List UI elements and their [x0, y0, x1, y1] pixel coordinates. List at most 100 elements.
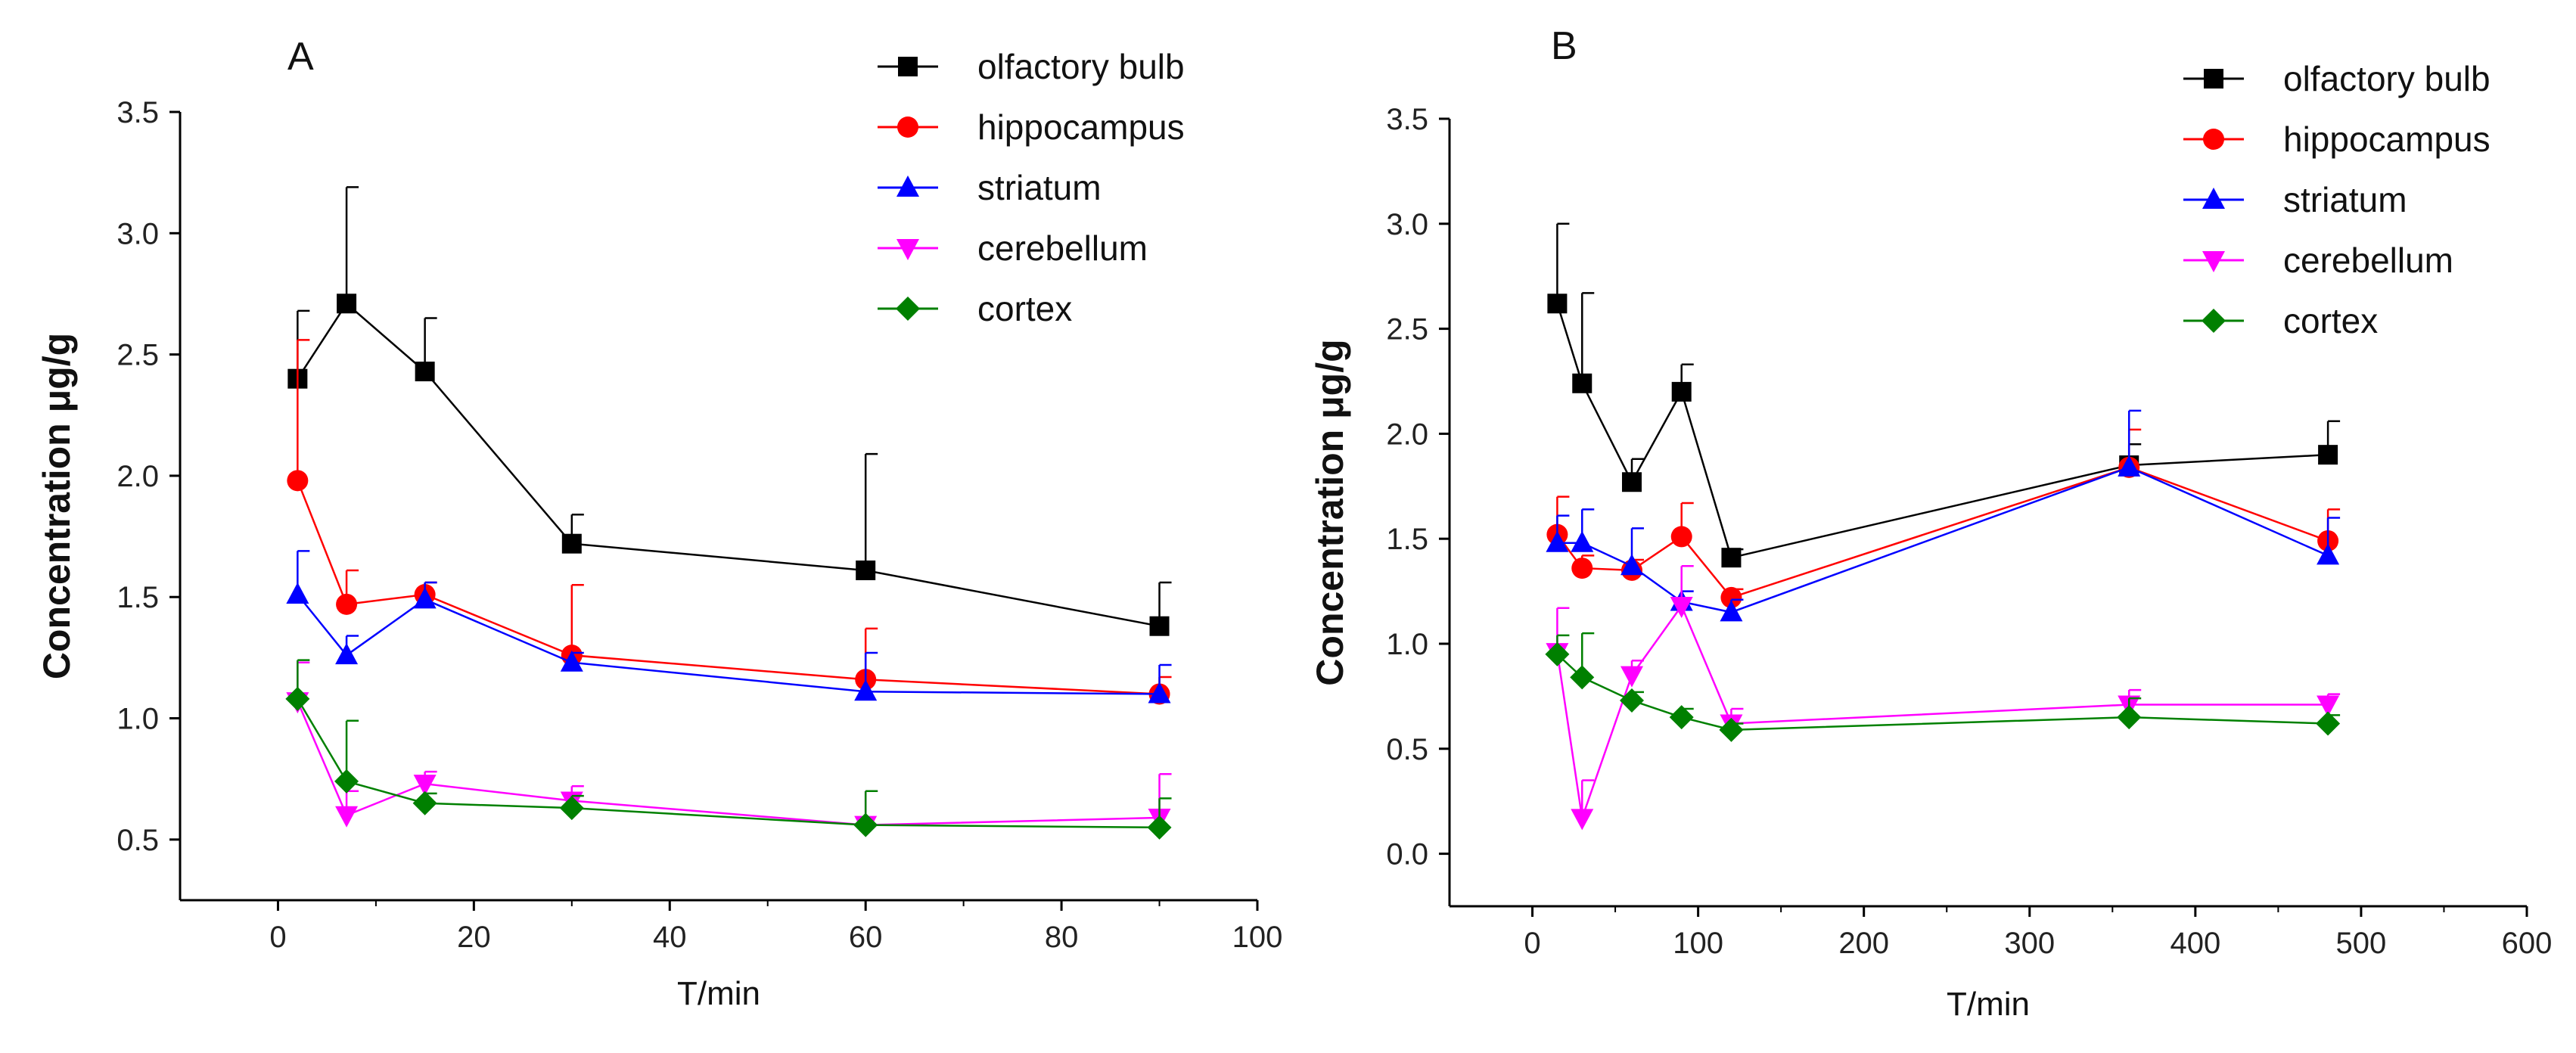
panel-b-ytick-label: 3.5: [1386, 103, 1428, 136]
panel-b-xlabel: T/min: [1947, 986, 2030, 1023]
panel-b-xtick-label: 400: [2170, 927, 2220, 960]
panel-b-series-cortex: [1545, 632, 2341, 742]
data-point: [337, 294, 357, 314]
legend-label: striatum: [977, 168, 1102, 207]
panel-a-series-cortex: [285, 659, 1172, 840]
legend-marker: [2204, 69, 2223, 89]
panel-b-legend-striatum: striatum: [2183, 180, 2407, 219]
legend-label: cerebellum: [977, 228, 1148, 268]
panel-b-ylabel: Concentration μg/g: [1309, 339, 1351, 685]
panel-a-ytick-label: 3.0: [117, 217, 159, 250]
panel-b-ytick-label: 2.0: [1386, 418, 1428, 451]
data-point: [287, 470, 309, 492]
panel-b-ytick-label: 1.5: [1386, 523, 1428, 556]
panel-a-xtick-label: 80: [1045, 921, 1079, 954]
panel-b: 0 100 200 300 400 500 600 0.0 0.5 1.0 1.5 2.0 2.5 3.0…: [1309, 24, 2552, 1023]
data-point: [854, 679, 878, 701]
data-point: [412, 791, 437, 815]
data-point: [1620, 666, 1643, 688]
panel-b-ytick-label: 3.0: [1386, 208, 1428, 241]
data-point: [1546, 530, 1569, 552]
legend-label: cortex: [977, 289, 1072, 328]
panel-b-legend-cortex: cortex: [2183, 301, 2378, 340]
data-point: [560, 650, 583, 672]
data-point: [413, 775, 437, 797]
data-point: [1719, 717, 1744, 742]
panel-b-letter: B: [1551, 24, 1577, 68]
legend-marker: [896, 239, 919, 260]
panel-a-ytick-label: 3.5: [117, 96, 159, 129]
panel-a-ytick-label: 2.0: [117, 460, 159, 493]
panel-a-ytick-label: 1.0: [117, 703, 159, 736]
panel-a-series-striatum: [286, 550, 1172, 704]
panel-b-legend-cerebellum: cerebellum: [2183, 241, 2453, 280]
data-point: [1720, 586, 1742, 608]
data-point: [2118, 455, 2141, 477]
data-point: [335, 643, 359, 665]
panel-b-xtick-label: 200: [1838, 927, 1889, 960]
data-point: [1149, 616, 1170, 636]
panel-a-xlabel: T/min: [677, 975, 760, 1012]
legend-marker: [2202, 251, 2225, 272]
series-line: [297, 594, 1160, 695]
panel-a-legend-olfactory-bulb: olfactory bulb: [878, 47, 1185, 86]
legend-marker: [2202, 188, 2225, 209]
panel-b-legend-olfactory-bulb: olfactory bulb: [2183, 59, 2491, 98]
panel-a-legend-striatum: striatum: [878, 168, 1102, 207]
legend-marker: [896, 297, 920, 321]
legend-label: hippocampus: [977, 107, 1185, 147]
data-point: [336, 593, 358, 615]
legend-label: hippocampus: [2283, 120, 2491, 159]
data-point: [559, 796, 584, 821]
panel-a: 0 20 40 60 80 100 0.5 1.0 1.5 2.0 2.5 3.0 3.5 T/min Co…: [36, 35, 1282, 1012]
series-line: [297, 302, 1160, 627]
legend-marker: [898, 57, 918, 76]
legend-label: olfactory bulb: [2283, 59, 2491, 98]
panel-b-ytick-label: 0.0: [1386, 838, 1428, 871]
data-point: [1619, 688, 1644, 713]
data-point: [853, 812, 878, 837]
panel-a-ytick-label: 2.5: [117, 339, 159, 372]
data-point: [2317, 543, 2340, 565]
legend-label: cerebellum: [2283, 241, 2453, 280]
data-point: [1147, 815, 1172, 840]
panel-a-ytick-label: 1.5: [117, 581, 159, 614]
data-point: [1545, 641, 1570, 666]
panel-a-xtick-label: 0: [269, 921, 286, 954]
panel-a-legend-cortex: cortex: [878, 289, 1072, 328]
data-point: [1571, 530, 1594, 552]
data-point: [1620, 554, 1643, 576]
data-point: [1572, 373, 1593, 393]
panel-a-legend-hippocampus: hippocampus: [878, 107, 1185, 147]
data-point: [1148, 682, 1171, 704]
legend-label: olfactory bulb: [977, 47, 1185, 86]
data-point: [1670, 597, 1693, 619]
panel-a-xtick-label: 20: [457, 921, 491, 954]
data-point: [1547, 294, 1568, 314]
data-point: [2318, 445, 2338, 465]
data-point: [334, 769, 359, 794]
data-point: [413, 587, 437, 609]
data-point: [1720, 600, 1743, 622]
panel-a-xtick-label: 40: [653, 921, 687, 954]
data-point: [2117, 705, 2142, 730]
panel-b-xtick-label: 300: [2004, 927, 2055, 960]
panel-a-ytick-label: 0.5: [117, 824, 159, 857]
panel-b-xtick-label: 600: [2502, 927, 2553, 960]
data-point: [2316, 711, 2341, 736]
data-point: [1721, 548, 1742, 568]
panel-a-series-olfactory-bulb: [287, 186, 1172, 636]
panel-b-xtick-label: 0: [1524, 927, 1540, 960]
data-point: [1571, 558, 1593, 579]
panel-b-ytick-label: 2.5: [1386, 313, 1428, 346]
panel-a-xtick-label: 60: [849, 921, 883, 954]
panel-b-legend-hippocampus: hippocampus: [2183, 120, 2491, 159]
data-point: [856, 560, 876, 580]
legend-marker: [2203, 129, 2224, 150]
data-point: [1669, 705, 1694, 730]
panel-a-legend-cerebellum: cerebellum: [878, 228, 1148, 268]
data-point: [1571, 809, 1594, 831]
